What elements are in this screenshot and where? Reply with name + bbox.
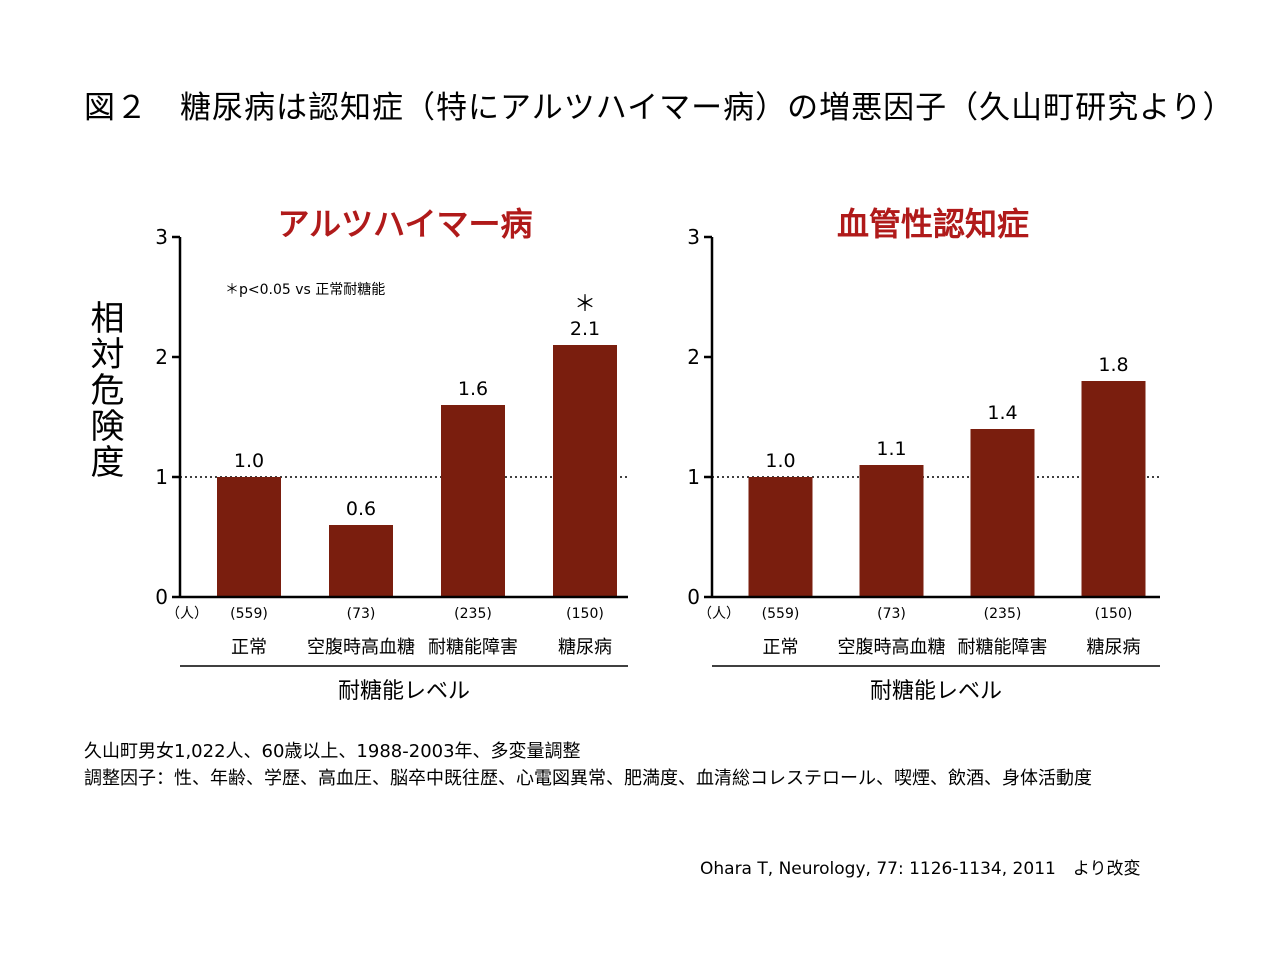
data-label: 1.8	[1098, 354, 1128, 376]
data-label: 0.6	[346, 498, 376, 520]
note-line-2: 調整因子：性、年齢、学歴、高血圧、脳卒中既往歴、心電図異常、肥満度、血清総コレス…	[84, 768, 1092, 789]
y-tick-label: 1	[155, 465, 168, 489]
category-label: 正常	[231, 637, 267, 658]
source-citation: Ohara T, Neurology, 77: 1126-1134, 2011 …	[700, 859, 1141, 879]
bar-1	[748, 477, 813, 597]
bar-2	[859, 465, 924, 597]
bar-4	[1081, 381, 1146, 597]
data-label: 1.0	[765, 450, 795, 472]
category-label: 糖尿病	[558, 637, 612, 658]
y-tick-label: 0	[155, 585, 168, 609]
category-label: 空腹時高血糖	[307, 637, 415, 658]
data-label: 1.1	[876, 438, 906, 460]
category-label: 正常	[763, 637, 799, 658]
y-tick-label: 1	[687, 465, 700, 489]
n-label: (559)	[230, 606, 268, 622]
page-title: 図２ 糖尿病は認知症（特にアルツハイマー病）の増悪因子（久山町研究より）	[84, 90, 1235, 126]
n-label: (150)	[1095, 606, 1133, 622]
chart-1: アルツハイマー病 1.0 (559) 正常 0.6 (73) 空腹時高血糖 1.6 (235) 耐…	[155, 205, 628, 704]
chart-2: 血管性認知症 1.0 (559) 正常 1.1 (73) 空腹時高血糖 1.4 (235) 耐糖能…	[687, 205, 1160, 704]
y-tick-label: 3	[687, 225, 700, 249]
y-tick-label: 3	[155, 225, 168, 249]
study-notes: 久山町男女1,022人、60歳以上、1988-2003年、多変量調整 調整因子：…	[84, 738, 1092, 792]
bar-3	[441, 405, 505, 597]
bar-3	[970, 429, 1035, 597]
bar-1	[217, 477, 281, 597]
category-label: 空腹時高血糖	[838, 637, 946, 658]
y-tick-label: 2	[687, 345, 700, 369]
data-label: 1.0	[234, 450, 264, 472]
x-axis-label: 耐糖能レベル	[870, 679, 1002, 704]
n-label: (73)	[347, 606, 376, 622]
category-label: 糖尿病	[1087, 637, 1141, 658]
category-label: 耐糖能障害	[428, 637, 518, 658]
n-label: (73)	[877, 606, 906, 622]
y-tick-label: 0	[687, 585, 700, 609]
significance-marker: ＊	[574, 292, 596, 317]
chart-title: アルツハイマー病	[277, 205, 532, 243]
n-label: (150)	[566, 606, 604, 622]
n-label: (235)	[454, 606, 492, 622]
n-label: (559)	[762, 606, 800, 622]
y-tick-label: 2	[155, 345, 168, 369]
significance-note: ＊p<0.05 vs 正常耐糖能	[225, 282, 385, 298]
category-label: 耐糖能障害	[958, 637, 1048, 658]
y-axis-label: 相対危険度	[84, 300, 124, 480]
n-unit-label: （人）	[698, 606, 740, 622]
note-line-1: 久山町男女1,022人、60歳以上、1988-2003年、多変量調整	[84, 741, 581, 762]
n-unit-label: （人）	[166, 606, 208, 622]
bar-2	[329, 525, 393, 597]
data-label: 1.4	[987, 402, 1017, 424]
chart-title: 血管性認知症	[837, 205, 1029, 243]
x-axis-label: 耐糖能レベル	[338, 679, 470, 704]
n-label: (235)	[984, 606, 1022, 622]
data-label: 2.1	[570, 318, 600, 340]
data-label: 1.6	[458, 378, 488, 400]
bar-4	[553, 345, 617, 597]
